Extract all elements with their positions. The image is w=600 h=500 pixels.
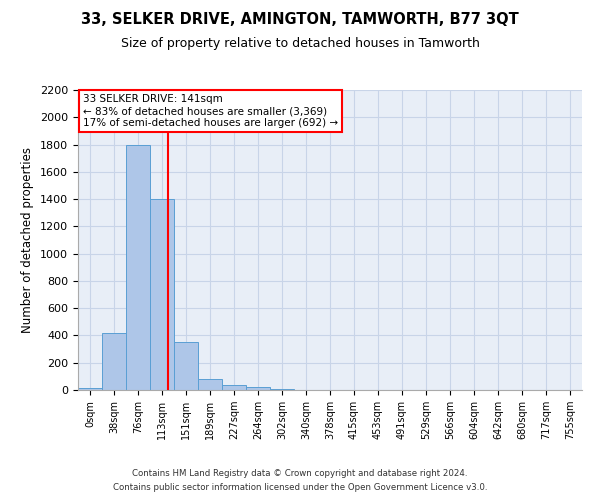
Bar [174, 342, 198, 390]
Bar [150, 199, 174, 390]
Bar [126, 144, 150, 390]
Text: Contains public sector information licensed under the Open Government Licence v3: Contains public sector information licen… [113, 484, 487, 492]
Bar [270, 388, 294, 390]
Text: 33 SELKER DRIVE: 141sqm
← 83% of detached houses are smaller (3,369)
17% of semi: 33 SELKER DRIVE: 141sqm ← 83% of detache… [83, 94, 338, 128]
Bar [246, 388, 270, 390]
Text: Size of property relative to detached houses in Tamworth: Size of property relative to detached ho… [121, 38, 479, 51]
Bar [78, 388, 102, 390]
Text: 33, SELKER DRIVE, AMINGTON, TAMWORTH, B77 3QT: 33, SELKER DRIVE, AMINGTON, TAMWORTH, B7… [81, 12, 519, 28]
Bar [102, 332, 126, 390]
Text: Contains HM Land Registry data © Crown copyright and database right 2024.: Contains HM Land Registry data © Crown c… [132, 468, 468, 477]
Bar [198, 379, 222, 390]
Y-axis label: Number of detached properties: Number of detached properties [22, 147, 34, 333]
Bar [222, 385, 246, 390]
